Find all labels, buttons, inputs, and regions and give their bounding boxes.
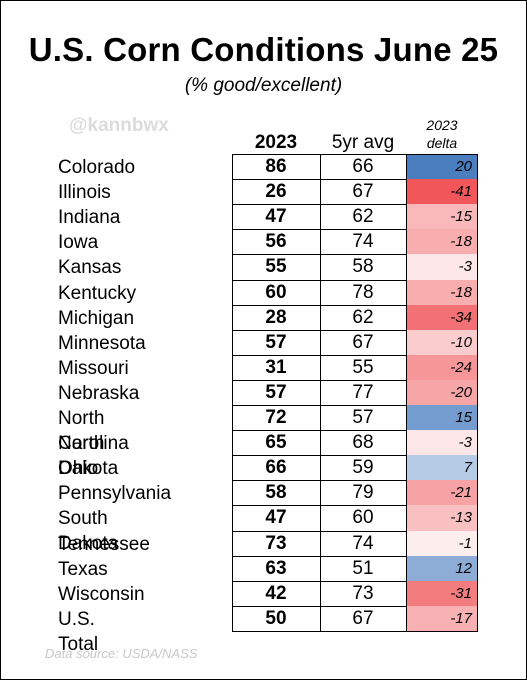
state-label-pennsylvania: Pennsylvania — [58, 483, 172, 505]
chart-subtitle: (% good/excellent) — [184, 75, 343, 96]
value-2023-michigan: 28 — [265, 306, 287, 328]
value-2023-kentucky: 60 — [265, 281, 287, 303]
state-label-iowa: Iowa — [58, 232, 99, 254]
state-label-u-s-total: U.S. Total — [58, 608, 99, 655]
value-delta-illinois: -41 — [406, 179, 478, 206]
state-label-ohio: Ohio — [58, 458, 99, 480]
value-5yr-avg-kentucky: 78 — [352, 281, 374, 303]
state-label-north-dakota: North Dakota — [58, 433, 119, 480]
value-2023-indiana: 47 — [265, 206, 287, 228]
value-delta-u-s-total: -17 — [406, 605, 478, 632]
value-delta-pennsylvania: -21 — [406, 480, 478, 507]
state-label-nebraska: Nebraska — [58, 382, 140, 404]
value-2023-wisconsin: 42 — [265, 582, 287, 604]
value-delta-north-dakota: -3 — [406, 430, 478, 457]
state-label-indiana: Indiana — [58, 207, 121, 229]
value-delta-kansas: -3 — [406, 254, 478, 281]
value-2023-ohio: 66 — [265, 457, 287, 479]
value-5yr-avg-colorado: 66 — [352, 156, 374, 177]
state-label-illinois: Illinois — [58, 182, 111, 204]
value-5yr-avg-minnesota: 67 — [352, 331, 374, 353]
value-5yr-avg-north-dakota: 68 — [352, 432, 374, 454]
value-2023-nebraska: 57 — [265, 381, 287, 403]
state-label-wisconsin: Wisconsin — [58, 583, 145, 605]
value-5yr-avg-illinois: 67 — [352, 181, 374, 203]
value-2023-pennsylvania: 58 — [265, 482, 287, 504]
value-5yr-avg-wisconsin: 73 — [352, 582, 374, 604]
state-label-kentucky: Kentucky — [58, 282, 137, 304]
value-5yr-avg-texas: 51 — [352, 557, 374, 579]
value-2023-illinois: 26 — [265, 181, 287, 203]
value-5yr-avg-kansas: 58 — [352, 256, 374, 278]
value-5yr-avg-north-carolina: 57 — [352, 407, 374, 428]
column-header-delta-line1: 2023 — [426, 117, 458, 133]
value-delta-ohio: 7 — [406, 455, 478, 482]
value-delta-nebraska: -20 — [406, 379, 478, 406]
state-label-missouri: Missouri — [58, 357, 129, 379]
state-label-tennessee: Tennessee — [58, 533, 150, 555]
value-delta-tennessee: -1 — [406, 530, 478, 557]
value-2023-north-carolina: 72 — [265, 407, 287, 428]
value-delta-colorado: 20 — [406, 154, 478, 180]
value-2023-texas: 63 — [265, 557, 287, 579]
value-2023-iowa: 56 — [265, 231, 287, 253]
value-2023-kansas: 55 — [265, 256, 287, 278]
value-2023-tennessee: 73 — [265, 532, 287, 554]
value-5yr-avg-missouri: 55 — [352, 356, 374, 378]
value-2023-north-dakota: 65 — [265, 432, 287, 454]
data-source-note: Data source: USDA/NASS — [45, 646, 198, 661]
column-header-5yr-avg: 5yr avg — [331, 132, 395, 153]
value-delta-kentucky: -18 — [406, 279, 478, 306]
value-5yr-avg-ohio: 59 — [352, 457, 374, 479]
state-label-michigan: Michigan — [58, 307, 135, 329]
value-5yr-avg-indiana: 62 — [352, 206, 374, 228]
state-label-minnesota: Minnesota — [58, 332, 146, 354]
value-delta-north-carolina: 15 — [406, 405, 478, 431]
value-delta-indiana: -15 — [406, 204, 478, 231]
value-5yr-avg-michigan: 62 — [352, 306, 374, 328]
value-5yr-avg-pennsylvania: 79 — [352, 482, 374, 504]
value-delta-michigan: -34 — [406, 304, 478, 331]
value-2023-missouri: 31 — [265, 356, 287, 378]
value-5yr-avg-south-dakota: 60 — [352, 507, 374, 529]
column-header-2023: 2023 — [254, 132, 298, 153]
state-label-texas: Texas — [58, 558, 108, 580]
value-5yr-avg-iowa: 74 — [352, 231, 374, 253]
state-label-colorado: Colorado — [58, 157, 136, 178]
state-label-north-carolina: North Carolina — [58, 408, 129, 454]
state-label-kansas: Kansas — [58, 257, 122, 279]
value-2023-south-dakota: 47 — [265, 507, 287, 529]
value-2023-u-s-total: 50 — [265, 607, 287, 629]
watermark: @kannbwx — [69, 115, 169, 136]
column-header-delta-line2: delta — [426, 135, 458, 151]
value-delta-iowa: -18 — [406, 229, 478, 256]
value-5yr-avg-nebraska: 77 — [352, 381, 374, 403]
state-label-south-dakota: South Dakota — [58, 508, 119, 555]
chart-title: U.S. Corn Conditions June 25 — [28, 31, 499, 68]
value-5yr-avg-tennessee: 74 — [352, 532, 374, 554]
value-delta-wisconsin: -31 — [406, 580, 478, 607]
value-delta-minnesota: -10 — [406, 329, 478, 356]
value-2023-colorado: 86 — [265, 156, 287, 177]
value-2023-minnesota: 57 — [265, 331, 287, 353]
value-delta-south-dakota: -13 — [406, 505, 478, 532]
column-header-delta: 2023 delta — [406, 116, 478, 152]
value-delta-texas: 12 — [406, 555, 478, 582]
value-5yr-avg-u-s-total: 67 — [352, 607, 374, 629]
value-delta-missouri: -24 — [406, 354, 478, 381]
